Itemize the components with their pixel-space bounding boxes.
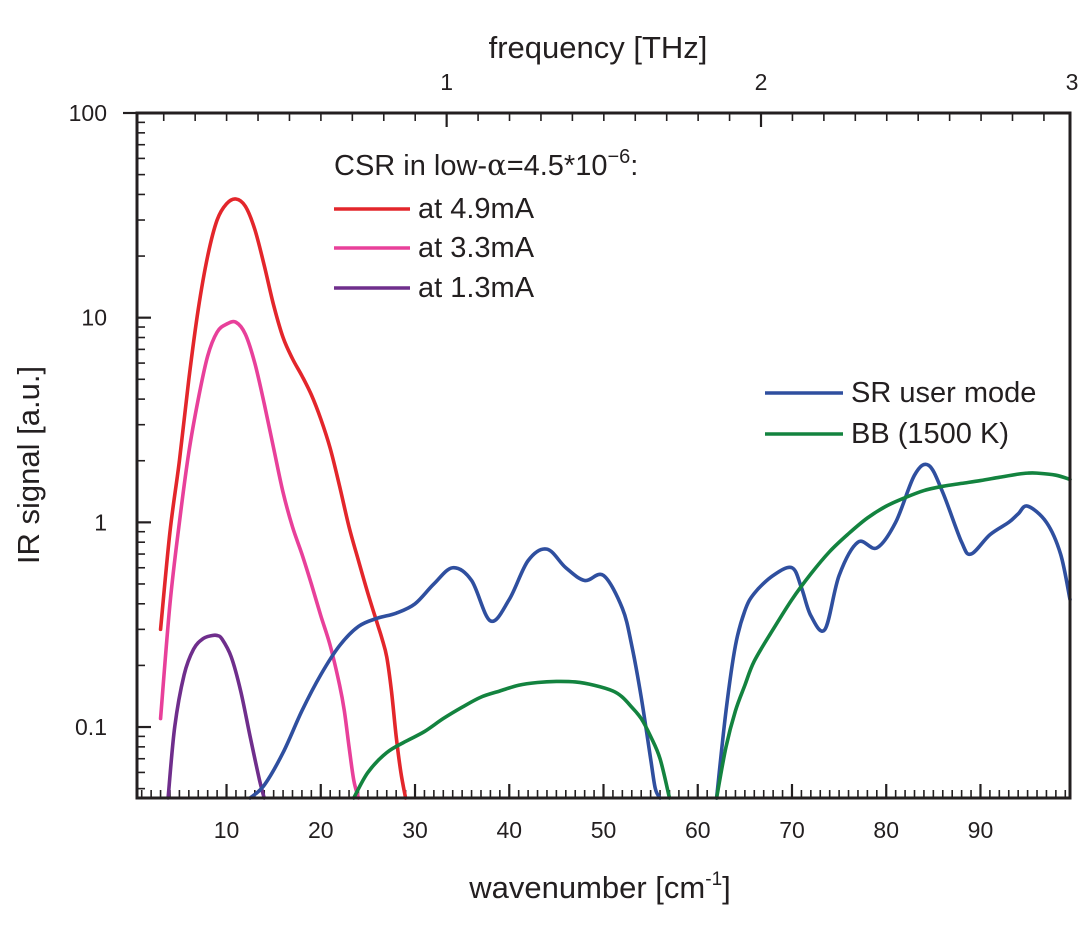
legend-lower: SR user mode BB (1500 K) bbox=[765, 377, 1036, 450]
x2-tick-label: 3 bbox=[1066, 69, 1079, 95]
series-layer bbox=[158, 197, 1072, 800]
series-line-sr-user-mode bbox=[248, 547, 662, 800]
legend-upper: CSR in low-α=4.5*10−6: at 4.9mA at 3.3mA… bbox=[334, 146, 638, 304]
x-tick-label: 20 bbox=[308, 817, 334, 843]
plot-frame bbox=[135, 111, 1072, 800]
x2-axis-title: frequency [THz] bbox=[489, 30, 708, 65]
labels-layer: 10 20 30 40 50 60 70 80 90 1 2 3 0.1 1 10 100 bbox=[69, 69, 1079, 843]
legend-title-alpha: α bbox=[487, 148, 507, 182]
series-line-sr-user-mode bbox=[714, 462, 1072, 800]
legend-label-bb-1500k: BB (1500 K) bbox=[851, 418, 1009, 450]
legend-label-4-9ma: at 4.9mA bbox=[418, 193, 535, 225]
legend-label-sr-user-mode: SR user mode bbox=[851, 377, 1036, 409]
series-line-bb-1500-k bbox=[714, 471, 1072, 800]
x-tick-label: 10 bbox=[214, 817, 240, 843]
legend-title-exponent: −6 bbox=[607, 146, 630, 168]
ticks-layer bbox=[123, 111, 1067, 798]
x-axis-title-main: wavenumber [cm bbox=[468, 870, 705, 905]
y-tick-label: 10 bbox=[81, 305, 107, 331]
legend-label-3-3ma: at 3.3mA bbox=[418, 232, 535, 264]
x-tick-label: 90 bbox=[968, 817, 994, 843]
x-axis-title-end: ] bbox=[722, 870, 731, 905]
series-line-at-1-3ma bbox=[166, 633, 267, 800]
x-tick-label: 60 bbox=[685, 817, 711, 843]
series-line-at-4-9ma bbox=[158, 197, 408, 800]
y-tick-label: 100 bbox=[69, 100, 107, 126]
x2-tick-label: 1 bbox=[440, 69, 453, 95]
legend-upper-title: CSR in low-α=4.5*10−6: bbox=[334, 146, 638, 182]
series-line-at-3-3ma bbox=[158, 319, 361, 800]
legend-label-1-3ma: at 1.3mA bbox=[418, 272, 535, 304]
y-axis-title: IR signal [a.u.] bbox=[11, 366, 46, 564]
legend-title-middle: =4.5*10 bbox=[507, 150, 608, 182]
legend-title-suffix: : bbox=[630, 150, 638, 182]
x-axis-title: wavenumber [cm-1] bbox=[468, 869, 731, 905]
x-axis-title-sup: -1 bbox=[705, 869, 722, 890]
x-tick-label: 50 bbox=[591, 817, 617, 843]
x-tick-label: 70 bbox=[779, 817, 805, 843]
y-tick-label: 0.1 bbox=[75, 714, 107, 740]
x2-tick-label: 2 bbox=[755, 69, 768, 95]
x-tick-label: 30 bbox=[402, 817, 428, 843]
x-tick-label: 80 bbox=[873, 817, 899, 843]
x-tick-label: 40 bbox=[496, 817, 522, 843]
legend-title-prefix: CSR in low- bbox=[334, 150, 487, 182]
series-line-bb-1500-k bbox=[351, 679, 672, 800]
y-tick-label: 1 bbox=[94, 509, 107, 535]
